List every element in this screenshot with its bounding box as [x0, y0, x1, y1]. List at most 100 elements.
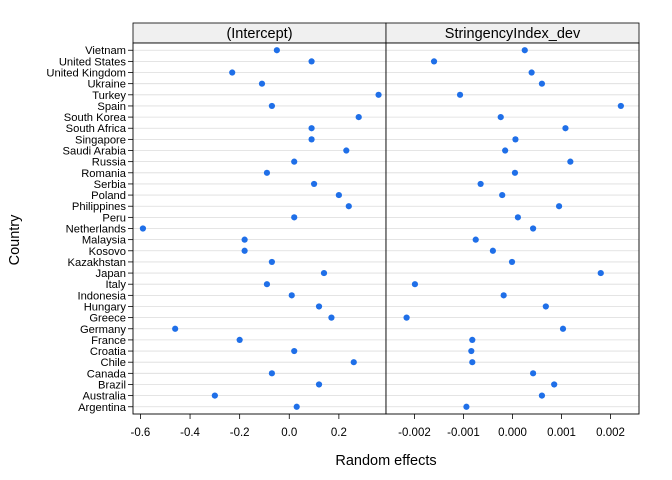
data-point [263, 281, 271, 288]
data-point [335, 191, 342, 199]
country-label: South Korea [64, 112, 127, 124]
country-label: Saudi Arabia [63, 146, 127, 158]
data-point [472, 236, 479, 243]
data-point [375, 91, 382, 98]
data-point [320, 269, 328, 277]
country-label: Kazakhstan [68, 257, 126, 269]
data-point [489, 247, 496, 254]
country-label: Malaysia [82, 235, 127, 247]
facet-strip-label: (Intercept) [226, 26, 292, 42]
data-point [308, 125, 315, 132]
data-point [172, 325, 179, 332]
data-point [268, 102, 276, 110]
data-point [508, 258, 516, 266]
country-label: Canada [87, 368, 127, 380]
country-label: Greece [89, 313, 126, 325]
data-point [551, 381, 558, 388]
y-axis-title: Country [7, 214, 23, 266]
data-point [236, 336, 243, 344]
country-label: Turkey [92, 90, 126, 102]
data-point [310, 180, 318, 188]
data-point [456, 91, 464, 98]
data-point [538, 392, 546, 399]
country-label: Chile [101, 357, 127, 369]
data-point [617, 102, 624, 110]
data-point [308, 58, 315, 65]
x-tick-label: -0.6 [131, 427, 151, 439]
country-label: Brazil [98, 379, 126, 391]
data-point [521, 47, 528, 54]
country-label: Ukraine [87, 79, 126, 91]
country-label: Germany [80, 324, 126, 336]
country-label: France [91, 335, 126, 347]
x-tick-label: -0.002 [398, 427, 431, 439]
country-label: Netherlands [66, 224, 127, 236]
x-tick-label: -0.2 [230, 427, 250, 439]
data-point [463, 403, 470, 410]
country-label: Croatia [90, 346, 127, 358]
data-point [567, 158, 574, 165]
country-label: Hungary [84, 301, 127, 313]
data-point [528, 69, 535, 76]
data-point [315, 303, 323, 310]
country-label: Spain [97, 101, 126, 113]
country-label: Serbia [94, 179, 127, 191]
data-point [411, 281, 419, 288]
data-point [542, 303, 549, 310]
data-point [538, 80, 546, 87]
x-tick-label: -0.001 [447, 427, 480, 439]
data-point [350, 359, 357, 366]
data-point [291, 158, 298, 165]
data-point [355, 113, 362, 121]
data-point [268, 258, 276, 266]
data-point [403, 314, 410, 321]
country-label: Poland [91, 190, 126, 202]
x-tick-label: 0.002 [596, 427, 625, 439]
data-point [273, 47, 280, 54]
data-point [343, 147, 350, 154]
country-label: Singapore [75, 134, 126, 146]
data-point [241, 236, 248, 243]
x-axis-title: Random effects [335, 453, 436, 469]
country-label: South Africa [66, 123, 127, 135]
data-point [258, 80, 266, 87]
country-label: Kosovo [89, 246, 126, 258]
country-label: United Kingdom [46, 68, 126, 80]
x-tick-label: 0.001 [547, 427, 576, 439]
x-tick-label: 0.0 [281, 427, 297, 439]
data-point [559, 325, 567, 332]
data-point [514, 214, 521, 221]
data-point [139, 225, 147, 232]
data-point [263, 169, 271, 176]
data-point [315, 381, 323, 388]
data-point [477, 180, 484, 188]
x-tick-label: 0.000 [498, 427, 527, 439]
data-point [469, 359, 476, 366]
data-point [469, 336, 476, 344]
country-label: Peru [102, 212, 126, 224]
country-label: Australia [82, 391, 126, 403]
data-point [502, 147, 509, 154]
data-point [291, 214, 298, 221]
data-point [468, 347, 475, 355]
facet-strip-label: StringencyIndex_dev [445, 26, 581, 42]
data-point [345, 203, 352, 210]
data-point [500, 292, 507, 299]
data-point [268, 370, 276, 377]
data-point [430, 58, 438, 65]
country-label: Philippines [72, 201, 127, 213]
data-point [293, 403, 300, 410]
country-label: Italy [105, 279, 126, 291]
country-label: Romania [81, 168, 127, 180]
x-tick-label: -0.4 [180, 427, 200, 439]
x-tick-label: 0.2 [331, 427, 347, 439]
data-point [512, 136, 519, 143]
country-label: Vietnam [85, 45, 126, 57]
country-label: Indonesia [77, 290, 126, 302]
data-point [497, 113, 504, 121]
data-point [511, 169, 519, 176]
data-point [555, 203, 563, 210]
data-point [562, 125, 569, 132]
data-point [288, 292, 295, 299]
